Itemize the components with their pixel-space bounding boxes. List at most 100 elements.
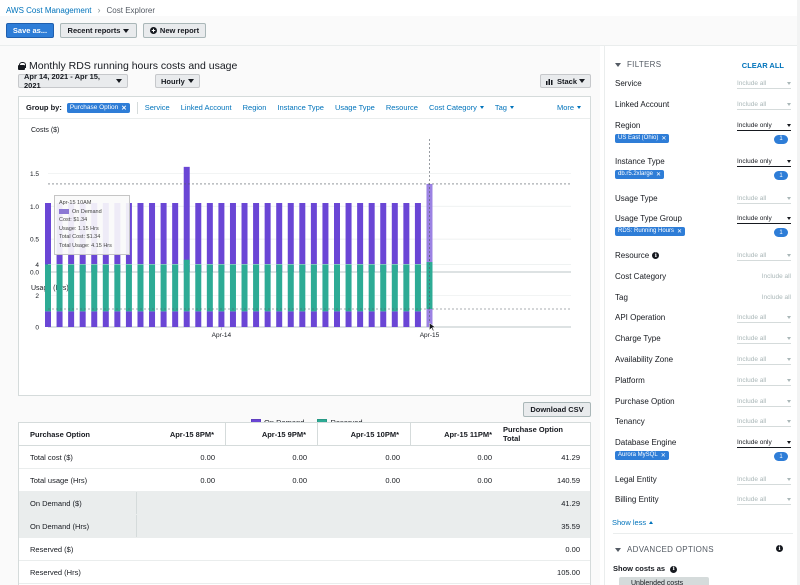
include-value: Include only [737,439,772,447]
group-by-service[interactable]: Service [144,103,170,112]
column-header[interactable]: Apr-15 9PM* [226,423,318,445]
include-select[interactable]: Include all [737,398,791,407]
table-cell [136,561,226,583]
filter-token[interactable]: Aurora MySQL ✕ [615,451,669,461]
bar-on-demand-usage [149,311,156,327]
bar-reserved-usage [264,264,271,312]
bar-on-demand-usage [380,311,387,327]
column-header[interactable]: Apr-15 8PM* [136,423,226,445]
page-scrollbar[interactable] [797,0,800,585]
bar-reserved-usage [241,264,248,312]
include-select[interactable]: Include all [737,252,791,261]
group-by-cost-category[interactable]: Cost Category [429,103,484,112]
tooltip-swatch [59,208,69,214]
include-value: Include all [761,272,791,280]
table-row: Total usage (Hrs) 0.00 0.00 0.00 0.00 140.59 [19,469,590,492]
info-icon[interactable]: i [670,565,678,573]
bar-on-demand-cost [149,203,156,272]
clear-all-link[interactable]: CLEAR ALL [741,61,784,70]
column-header[interactable]: Purchase Option [30,429,91,439]
cost-type-value: Unblended costs [631,579,684,585]
include-select[interactable]: Include all [737,101,791,110]
bar-on-demand-cost [206,203,213,272]
group-by-token[interactable]: Purchase Option ✕ [66,102,130,113]
bar-on-demand-usage [218,311,225,327]
include-select[interactable]: Include all [737,476,791,485]
table-header: Purchase Option Apr-15 8PM* Apr-15 9PM* … [19,423,590,446]
group-by-region[interactable]: Region [242,103,267,112]
include-select[interactable]: Include all [737,335,791,345]
group-by-linked-account[interactable]: Linked Account [180,103,232,112]
bar-reserved-usage [345,264,352,312]
close-icon[interactable]: ✕ [656,172,662,179]
filter-name: Legal Entity [615,474,657,484]
breadcrumb-root-link[interactable]: AWS Cost Management [6,5,92,15]
new-report-button[interactable]: New report [143,23,206,38]
include-select[interactable]: Include only [737,158,791,168]
advanced-options-header[interactable]: ADVANCED OPTIONS [615,545,714,554]
row-label: Total usage (Hrs) [30,475,88,485]
show-less-link[interactable]: Show less [612,518,654,527]
bar-on-demand-cost [218,203,225,272]
bar-reserved-usage [114,264,121,312]
granularity-select[interactable]: Hourly [155,74,200,88]
column-header[interactable]: Apr-15 10PM* [318,423,411,445]
cost-usage-chart[interactable]: 0.0 0.5 1.0 1.5 0 2 4 Apr-14 Apr-15 [19,119,590,397]
bar-chart-icon [546,78,553,85]
include-select[interactable]: Include only [737,122,791,131]
bar-on-demand-usage [368,311,375,327]
column-header[interactable]: Purchase Option Total [503,425,564,443]
include-select[interactable]: Include all [737,195,791,204]
chart-style-select[interactable]: Stack [540,74,591,88]
bar-reserved-usage [426,262,433,309]
include-select[interactable]: Include all [737,80,791,89]
bar-on-demand-usage [276,311,283,327]
show-less-label: Show less [612,518,647,527]
group-by-tag[interactable]: Tag [495,103,514,112]
group-by-more[interactable]: More [557,103,582,112]
filter-name: API Operation [615,313,666,323]
info-icon[interactable]: i [776,545,783,552]
x-tick-label: Apr-15 [420,332,440,339]
bar-on-demand-usage [287,311,294,327]
close-icon[interactable]: ✕ [660,453,666,460]
group-by-resource[interactable]: Resource [385,103,418,112]
filter-token[interactable]: RDS: Running Hours ✕ [615,227,686,237]
download-csv-button[interactable]: Download CSV [523,402,591,417]
filters-header[interactable]: FILTERS [615,60,661,69]
close-icon[interactable]: ✕ [677,229,683,236]
recent-reports-button[interactable]: Recent reports [60,23,137,38]
bar-on-demand-usage [426,309,433,327]
include-value: Include all [737,397,767,405]
bar-on-demand-usage [253,311,260,327]
include-select[interactable]: Include all [737,314,791,324]
bar-on-demand-usage [91,311,98,327]
column-header[interactable]: Apr-15 11PM* [444,429,492,439]
filter-name: Service [615,79,642,88]
bar-reserved-usage [56,264,63,312]
close-icon[interactable]: ✕ [121,104,127,112]
save-as-button[interactable]: Save as... [6,23,54,38]
table-row: Total cost ($) 0.00 0.00 0.00 0.00 41.29 [19,446,590,469]
bar-reserved-usage [160,264,167,312]
include-select[interactable]: Include all [737,418,791,428]
close-icon[interactable]: ✕ [661,135,667,142]
filter-token[interactable]: US East (Ohio) ✕ [615,133,670,143]
group-by-bar: Group by: Purchase Option ✕ Service Link… [19,97,590,119]
group-by-usage-type[interactable]: Usage Type [334,103,375,112]
bar-on-demand-cost [345,203,352,272]
include-select[interactable]: Include only [737,215,791,225]
bar-on-demand-usage [114,311,121,327]
date-range-picker[interactable]: Apr 14, 2021 - Apr 15, 2021 [18,72,128,90]
info-icon[interactable]: i [652,252,660,260]
bar-reserved-usage [149,264,156,312]
include-select[interactable]: Include all [737,356,791,365]
group-by-instance-type[interactable]: Instance Type [277,103,324,112]
include-select[interactable]: Include all [737,496,791,506]
include-select[interactable]: Include only [737,439,791,449]
include-select[interactable]: Include all [737,377,791,386]
bar-on-demand-usage [334,311,340,327]
filter-token[interactable]: db.r5.2xlarge ✕ [615,170,665,180]
cost-type-select[interactable]: Unblended costs [619,577,709,585]
filter-name: Tenancy [615,417,645,427]
